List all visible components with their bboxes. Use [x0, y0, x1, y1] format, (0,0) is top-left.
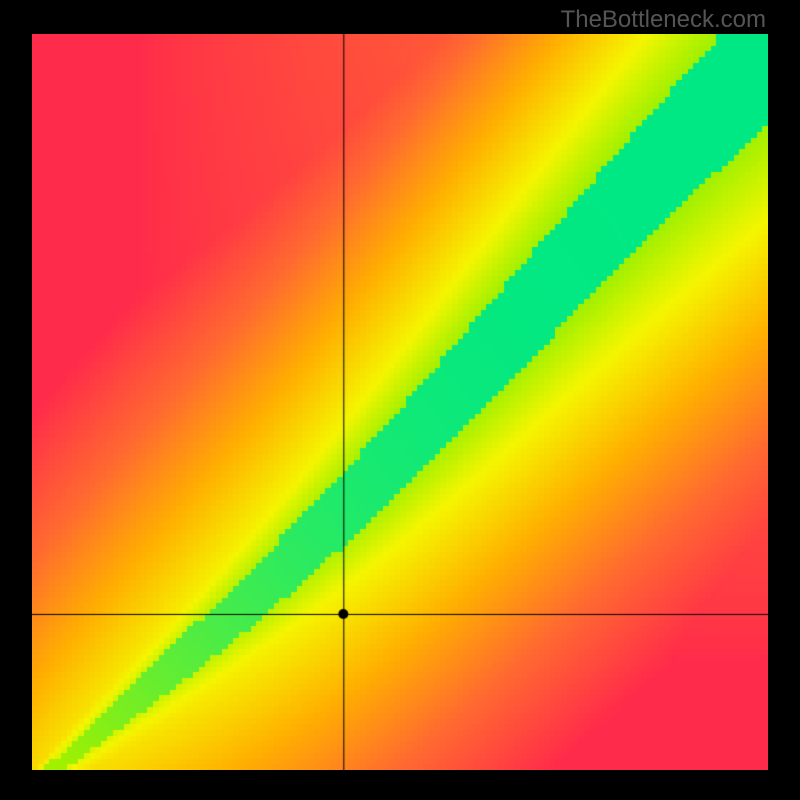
watermark-text: TheBottleneck.com	[561, 6, 766, 34]
chart-container: TheBottleneck.com	[0, 0, 800, 800]
bottleneck-heatmap	[32, 34, 768, 770]
